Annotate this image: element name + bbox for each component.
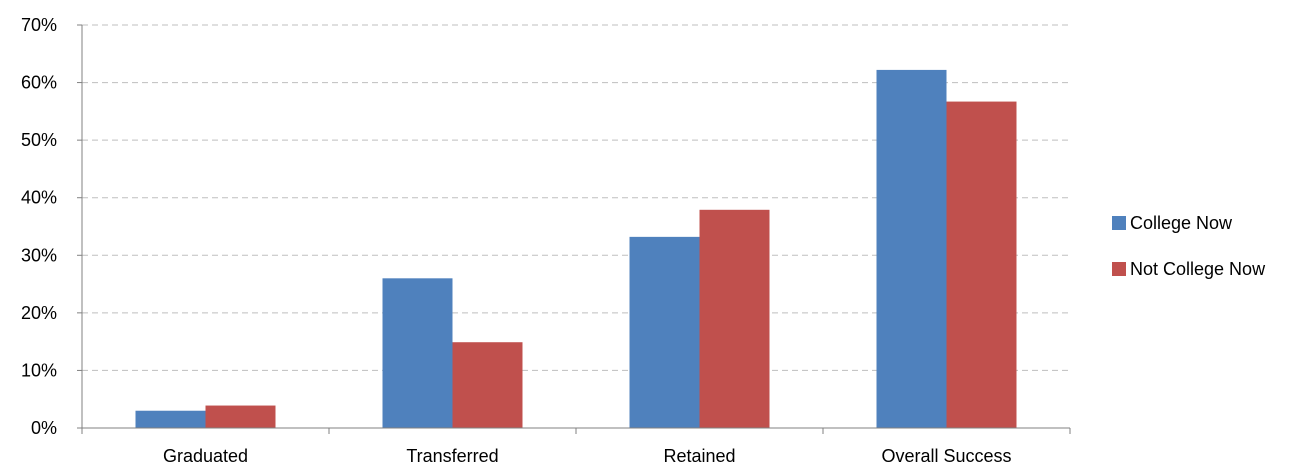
legend-label: College Now: [1130, 213, 1233, 233]
bar-college-now: [876, 69, 947, 429]
bar-not-college-now: [205, 405, 276, 428]
bar-college-now: [629, 236, 700, 428]
legend-swatch: [1112, 262, 1126, 276]
legend: College Now Not College Now: [1112, 213, 1266, 279]
bar-not-college-now: [452, 342, 523, 428]
x-category-label: Retained: [663, 446, 735, 466]
x-category-label: Graduated: [163, 446, 248, 466]
y-tick-label: 30%: [21, 245, 57, 265]
x-category-label: Overall Success: [881, 446, 1011, 466]
bar-college-now: [135, 410, 206, 428]
y-tick-label: 20%: [21, 303, 57, 323]
y-tick-label: 0%: [31, 418, 57, 438]
legend-label: Not College Now: [1130, 259, 1266, 279]
y-tick-label: 50%: [21, 130, 57, 150]
y-tick-label: 40%: [21, 188, 57, 208]
x-axis-category-labels: Graduated Transferred Retained Overall Succ…: [163, 446, 1012, 466]
bar-not-college-now: [699, 209, 770, 428]
y-tick-label: 60%: [21, 73, 57, 93]
x-axis-ticks: [81, 428, 1071, 434]
legend-swatch: [1112, 216, 1126, 230]
bar-college-now: [382, 278, 453, 428]
gridlines: [82, 24, 1070, 371]
y-tick-label: 10%: [21, 360, 57, 380]
bars: [135, 69, 1017, 429]
y-axis-tick-labels: 0% 10% 20% 30% 40% 50% 60% 70%: [21, 15, 82, 438]
x-category-label: Transferred: [406, 446, 498, 466]
bar-not-college-now: [946, 101, 1017, 428]
y-tick-label: 70%: [21, 15, 57, 35]
